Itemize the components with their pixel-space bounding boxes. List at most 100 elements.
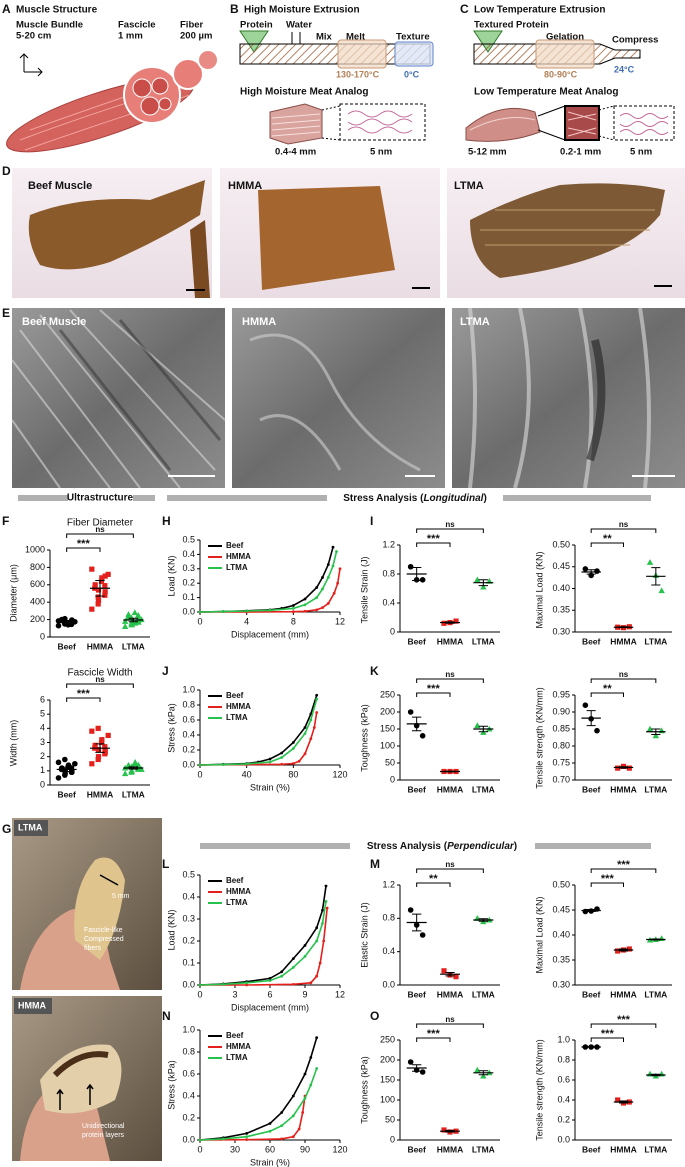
point <box>134 611 142 618</box>
pore <box>586 339 606 462</box>
point <box>646 725 654 732</box>
significance-bracket <box>590 542 624 547</box>
series-point <box>245 1135 249 1139</box>
point <box>125 761 132 768</box>
series-point <box>280 762 284 766</box>
section-text: ) <box>483 493 486 504</box>
legend-label: LTMA <box>226 563 248 572</box>
label: Gelation <box>546 32 584 43</box>
panel-title: High Moisture Extrusion <box>244 5 360 16</box>
point <box>55 759 62 766</box>
significance-label: *** <box>601 1028 615 1040</box>
series-point <box>291 604 295 607</box>
y-tick-label: 0.5 <box>182 869 195 879</box>
series-point <box>245 1138 249 1142</box>
series-point <box>291 1094 295 1098</box>
series-point <box>309 737 313 741</box>
significance-bracket <box>416 868 484 873</box>
y-tick-label: 50 <box>385 757 395 767</box>
significance-label: ns <box>95 525 105 534</box>
x-tick-label: 12 <box>335 989 345 999</box>
point <box>55 618 62 624</box>
point <box>95 601 101 607</box>
label: 5 nm <box>370 147 392 158</box>
error-bar <box>445 770 455 773</box>
series-point <box>315 693 319 697</box>
x-tick-label: Beef <box>407 1144 426 1154</box>
significance-bracket <box>66 697 101 702</box>
hmma-sample <box>258 186 395 290</box>
panel-label: E <box>2 306 10 320</box>
fascicle <box>158 97 172 111</box>
significance-bracket <box>416 882 451 887</box>
significance-label: ** <box>429 873 438 885</box>
series-point <box>280 751 284 755</box>
x-tick-label: Beef <box>582 1144 601 1154</box>
y-tick-label: 0.50 <box>552 539 570 549</box>
y-tick-label: 0.50 <box>552 879 570 889</box>
section-bar <box>167 495 327 501</box>
section-bar <box>133 495 155 501</box>
series-point <box>280 974 284 978</box>
significance-bracket <box>590 528 657 533</box>
series-point <box>326 563 330 566</box>
y-tick-label: 0.0 <box>382 979 395 989</box>
panel-label: I <box>370 514 373 528</box>
significance-bracket <box>66 547 101 552</box>
temperature: 24°C <box>614 64 635 74</box>
y-tick-label: 0.45 <box>552 561 570 571</box>
y-tick-label: 0.4 <box>182 729 195 739</box>
point <box>125 611 132 617</box>
point <box>615 1097 621 1103</box>
point <box>658 727 665 734</box>
y-tick-label: 0.1 <box>182 592 195 602</box>
point <box>407 563 414 570</box>
x-axis-label: Displacement (mm) <box>231 1002 309 1012</box>
label: Muscle Bundle <box>16 20 83 31</box>
panel-label: D <box>2 164 11 178</box>
x-tick-label: 3 <box>232 989 237 999</box>
series-point <box>245 1132 249 1135</box>
point <box>95 754 102 760</box>
x-tick-label: LTMA <box>644 636 667 646</box>
series-point <box>315 974 319 978</box>
point <box>474 1066 481 1073</box>
point <box>453 618 459 624</box>
y-tick-label: 1.2 <box>382 879 395 889</box>
series-point <box>245 609 249 613</box>
significance-label: *** <box>427 683 441 695</box>
y-tick-label: 0 <box>40 779 45 789</box>
series-point <box>297 759 301 763</box>
point <box>102 589 108 595</box>
section-bars: Ultrastructure Stress Analysis (Longitud… <box>18 493 651 852</box>
point <box>128 767 135 774</box>
series-point <box>303 609 307 613</box>
point <box>441 968 447 974</box>
series-line <box>199 712 318 766</box>
label: 5-20 cm <box>16 31 51 42</box>
series-point <box>280 756 284 759</box>
y-tick-label: 0.0 <box>182 1134 195 1144</box>
y-tick-label: 200 <box>380 1054 395 1064</box>
section-bar <box>503 495 651 501</box>
series-point <box>315 586 319 589</box>
point <box>474 576 481 583</box>
y-tick-label: 250 <box>380 689 395 699</box>
x-tick-label: HMMA <box>87 641 113 651</box>
series-line <box>200 568 341 613</box>
legend-label: Beef <box>226 876 244 885</box>
series-point <box>280 1137 284 1141</box>
note: Unidirectional <box>82 1123 125 1130</box>
y-axis-label: Diameter (μm) <box>8 564 18 622</box>
hopper <box>473 30 503 53</box>
x-tick-label: 0 <box>197 1144 202 1154</box>
point <box>98 578 105 584</box>
panel-title: Low Temperature Extrusion <box>474 5 606 16</box>
x-tick-label: HMMA <box>610 784 636 794</box>
point <box>582 702 589 708</box>
point <box>594 727 600 734</box>
legend-label: HMMA <box>226 552 251 561</box>
y-tick-label: 0 <box>390 1134 395 1144</box>
point <box>102 749 108 756</box>
y-tick-label: 0.85 <box>552 723 570 733</box>
